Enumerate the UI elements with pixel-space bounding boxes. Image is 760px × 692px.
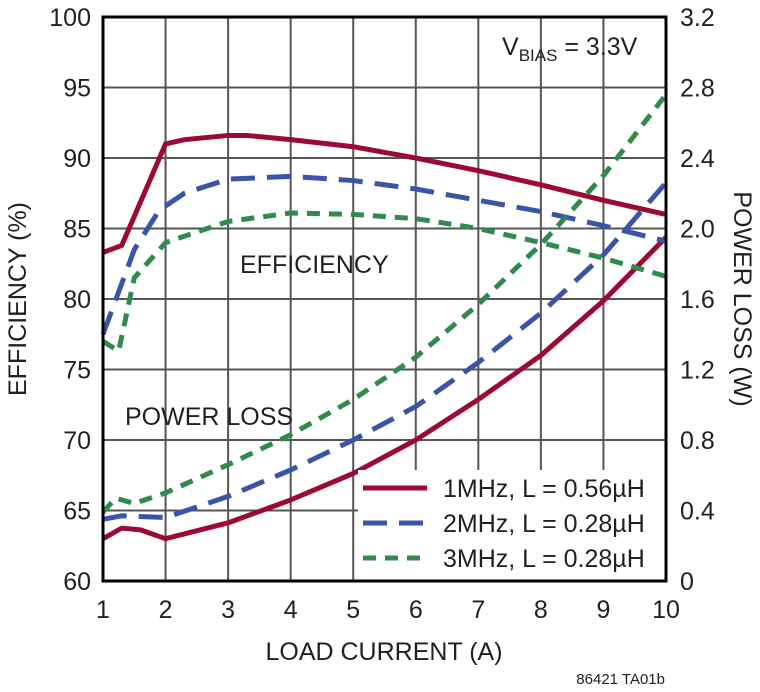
x-tick-label: 5	[346, 596, 360, 624]
ticks: 1 2 3 4 5 6 7 8 9 10 60 65 70 75 80 85 90 95 100 0 0.4 0.8 1.2…	[49, 4, 715, 624]
y-tick-label: 65	[63, 498, 91, 526]
y2-axis-label: POWER LOSS (W)	[728, 191, 756, 406]
x-tick-label: 2	[159, 596, 173, 624]
power-loss-curve-3	[101, 93, 668, 514]
plot-frame	[101, 15, 668, 583]
vbias-annotation: VBIAS = 3.3V	[502, 33, 638, 65]
x-tick-label: 8	[534, 596, 548, 624]
efficiency-curve-3	[101, 210, 667, 356]
curves	[100, 93, 668, 542]
y2-tick-label: 0	[680, 568, 694, 596]
y-tick-label: 85	[63, 216, 91, 244]
y2-tick-label: 0.8	[680, 427, 715, 455]
efficiency-curve-1	[102, 132, 667, 255]
y2-tick-label: 2.0	[680, 216, 715, 244]
legend-entry: 1MHz, L = 0.56µH	[443, 475, 645, 503]
legend-entry: 3MHz, L = 0.28µH	[443, 545, 645, 573]
x-tick-label: 7	[471, 596, 485, 624]
x-tick-label: 9	[596, 596, 610, 624]
power-loss-curve-2	[102, 181, 668, 522]
x-axis-label: LOAD CURRENT (A)	[265, 638, 502, 666]
y2-tick-label: 2.4	[680, 145, 715, 173]
power-loss-label: POWER LOSS	[125, 403, 293, 431]
x-tick-label: 10	[652, 596, 680, 624]
y-tick-label: 80	[63, 286, 91, 314]
y-tick-label: 75	[63, 357, 91, 385]
y-tick-label: 100	[49, 4, 91, 32]
y2-tick-label: 1.2	[680, 357, 715, 385]
legend: 1MHz, L = 0.56µH 2MHz, L = 0.28µH 3MHz, L …	[363, 475, 645, 573]
x-tick-label: 6	[409, 596, 423, 624]
x-tick-label: 4	[284, 596, 298, 624]
x-tick-label: 1	[96, 596, 110, 624]
legend-entry: 2MHz, L = 0.28µH	[443, 510, 645, 538]
y-axis-label: EFFICIENCY (%)	[4, 202, 32, 396]
y2-tick-label: 1.6	[680, 286, 715, 314]
efficiency-curve-2	[100, 173, 667, 336]
footnote: 86421 TA01b	[576, 671, 665, 688]
y-tick-label: 70	[63, 427, 91, 455]
power-loss-curve-1	[101, 235, 668, 542]
y-tick-label: 95	[63, 75, 91, 103]
y2-tick-label: 2.8	[680, 75, 715, 103]
y2-tick-label: 0.4	[680, 498, 715, 526]
efficiency-label: EFFICIENCY	[240, 251, 389, 279]
y-tick-label: 90	[63, 145, 91, 173]
y2-tick-label: 3.2	[680, 4, 715, 32]
x-tick-label: 3	[221, 596, 235, 624]
y-tick-label: 60	[63, 568, 91, 596]
